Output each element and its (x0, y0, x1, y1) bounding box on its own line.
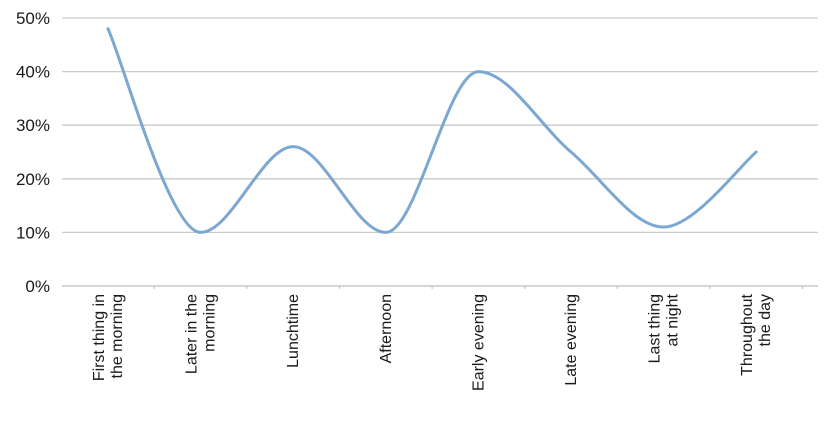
y-tick-label: 30% (16, 116, 50, 135)
x-tick-label: Late evening (563, 294, 580, 386)
y-tick-label: 40% (16, 63, 50, 82)
x-tick-label: morning (202, 294, 219, 352)
y-tick-label: 50% (16, 9, 50, 28)
x-tick-label: Early evening (470, 294, 487, 391)
series-line (106, 27, 758, 234)
x-tick-label: Later in the (184, 294, 201, 374)
x-tick-label: Throughout (739, 293, 756, 375)
series-layer (106, 27, 758, 234)
x-tick-label: Afternoon (378, 294, 395, 363)
gridlines (62, 17, 818, 287)
x-tick-label: Last thing (647, 294, 664, 363)
y-tick-label: 20% (16, 170, 50, 189)
y-tick-label: 0% (25, 277, 50, 296)
x-tick-label: First thing in (91, 294, 108, 381)
y-tick-label: 10% (16, 223, 50, 242)
x-tick-label: at night (665, 293, 682, 346)
x-tick-label: the morning (109, 294, 126, 379)
y-axis: 0% 10% 20% 30% 40% 50% (16, 9, 50, 296)
x-tick-label: the day (757, 294, 774, 346)
x-axis: First thing in the morning Later in the mor… (91, 286, 803, 391)
x-tick-label: Lunchtime (285, 294, 302, 368)
